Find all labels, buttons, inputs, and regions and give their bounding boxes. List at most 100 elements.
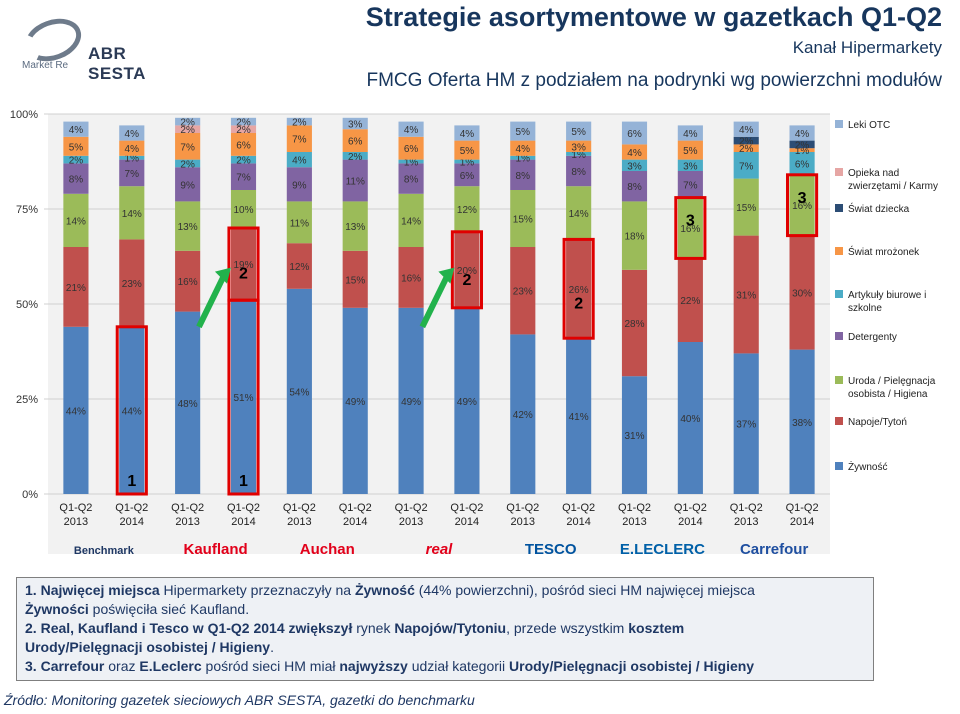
bar-segment — [398, 159, 424, 164]
data-label: 4% — [69, 125, 84, 136]
highlight-number: 3 — [686, 213, 695, 230]
x-tick-label-year: 2014 — [343, 516, 367, 528]
data-label: 22% — [680, 296, 700, 307]
data-label: 5% — [571, 127, 586, 138]
bar-segment — [789, 174, 815, 236]
data-label: 3% — [683, 161, 698, 172]
y-tick-label: 0% — [22, 489, 38, 501]
bar-segment — [63, 121, 89, 137]
highlight-box — [562, 237, 595, 340]
bar-segment — [677, 171, 703, 198]
bar-segment — [175, 159, 201, 168]
legend-label: Opieka nad zwierzętami / Karmy — [848, 168, 938, 192]
data-label: 30% — [792, 289, 812, 300]
bar-segment — [119, 159, 145, 187]
x-tick-label-year: 2013 — [175, 516, 199, 528]
y-tick-label: 50% — [16, 299, 38, 311]
data-label: 4% — [460, 129, 475, 140]
data-label: 6% — [627, 129, 642, 140]
data-label: 8% — [571, 167, 586, 178]
data-label: 1% — [516, 154, 531, 165]
bar-segment — [286, 125, 312, 152]
bar-segment — [733, 121, 759, 137]
bar-segment — [119, 239, 145, 327]
x-tick-label-year: 2014 — [231, 516, 255, 528]
x-tick-label-year: 2013 — [622, 516, 646, 528]
bar-segment — [454, 186, 480, 232]
bar-segment — [621, 376, 648, 494]
data-label: 3% — [571, 142, 586, 153]
legend-label: Leki OTC — [848, 120, 890, 131]
data-label: 4% — [795, 129, 810, 140]
bar-segment — [621, 171, 648, 202]
data-label: 6% — [460, 171, 475, 182]
data-label: 3% — [348, 120, 363, 131]
highlight-number: 2 — [239, 266, 248, 283]
data-label: 23% — [122, 279, 142, 290]
bar-segment — [286, 117, 312, 126]
data-label: 2% — [292, 118, 307, 129]
bar-segment — [621, 159, 648, 171]
data-label: 44% — [66, 406, 86, 417]
data-label: 8% — [69, 175, 84, 186]
data-label: 42% — [513, 410, 533, 421]
bar-segment — [175, 117, 201, 126]
highlight-box — [674, 196, 707, 260]
bar-segment — [510, 155, 536, 160]
data-label: 14% — [122, 209, 142, 220]
data-label: 49% — [345, 397, 365, 408]
bar-segment — [398, 307, 424, 494]
x-tick-label: Q1-Q2 — [283, 502, 316, 514]
bar-segment — [566, 140, 592, 152]
bar-segment — [119, 186, 145, 240]
legend-swatch — [835, 376, 843, 384]
highlight-box — [227, 226, 260, 302]
bar-segment — [230, 155, 257, 164]
data-label: 5% — [683, 146, 698, 157]
note-3: 3. Carrefour oraz E.Leclerc pośród sieci… — [25, 658, 755, 674]
legend-swatch — [835, 332, 843, 340]
bar-segment — [454, 159, 480, 164]
data-label: 6% — [348, 137, 363, 148]
data-label: 3% — [627, 161, 642, 172]
bar-segment — [342, 201, 368, 251]
legend-swatch — [835, 168, 843, 176]
logo-subtitle: Market Re — [22, 60, 69, 71]
data-label: 2% — [236, 156, 251, 167]
bar-segment — [63, 326, 89, 494]
bar-segment — [733, 178, 759, 236]
data-label: 44% — [122, 406, 142, 417]
data-label: 31% — [624, 431, 644, 442]
x-tick-label-year: 2014 — [455, 516, 479, 528]
bar-segment — [175, 167, 201, 202]
data-label: 4% — [739, 125, 754, 136]
data-label: 16% — [792, 201, 812, 212]
bar-segment — [63, 155, 89, 164]
bar-segment — [454, 140, 480, 160]
bar-segment — [510, 334, 536, 494]
legend-swatch — [835, 247, 843, 255]
data-label: 13% — [345, 222, 365, 233]
chart-subtitle: FMCG Oferta HM z podziałem na podrynki w… — [366, 70, 943, 91]
bar-segment — [677, 125, 703, 141]
green-arrow-icon — [196, 272, 228, 329]
bar-segment — [230, 300, 257, 494]
data-label: 28% — [624, 319, 644, 330]
bar-segment — [677, 140, 703, 160]
bar-segment — [510, 190, 536, 247]
x-tick-label: Q1-Q2 — [786, 502, 819, 514]
note-1: 1. Najwięcej miejsca Hipermarkety przezn… — [25, 582, 755, 617]
bar-segment — [286, 288, 312, 494]
x-tick-label-year: 2013 — [64, 516, 88, 528]
highlight-number: 2 — [574, 296, 583, 313]
data-label: 7% — [292, 135, 307, 146]
x-tick-label-year: 2013 — [287, 516, 311, 528]
y-tick-label: 75% — [16, 204, 38, 216]
data-label: 9% — [292, 180, 307, 191]
x-tick-label-year: 2013 — [399, 516, 423, 528]
data-label: 5% — [460, 146, 475, 157]
retailer-label: E.LECLERC — [620, 541, 705, 558]
data-label: 4% — [683, 129, 698, 140]
x-tick-label-year: 2014 — [678, 516, 702, 528]
retailer-label: TESCO — [525, 541, 577, 558]
